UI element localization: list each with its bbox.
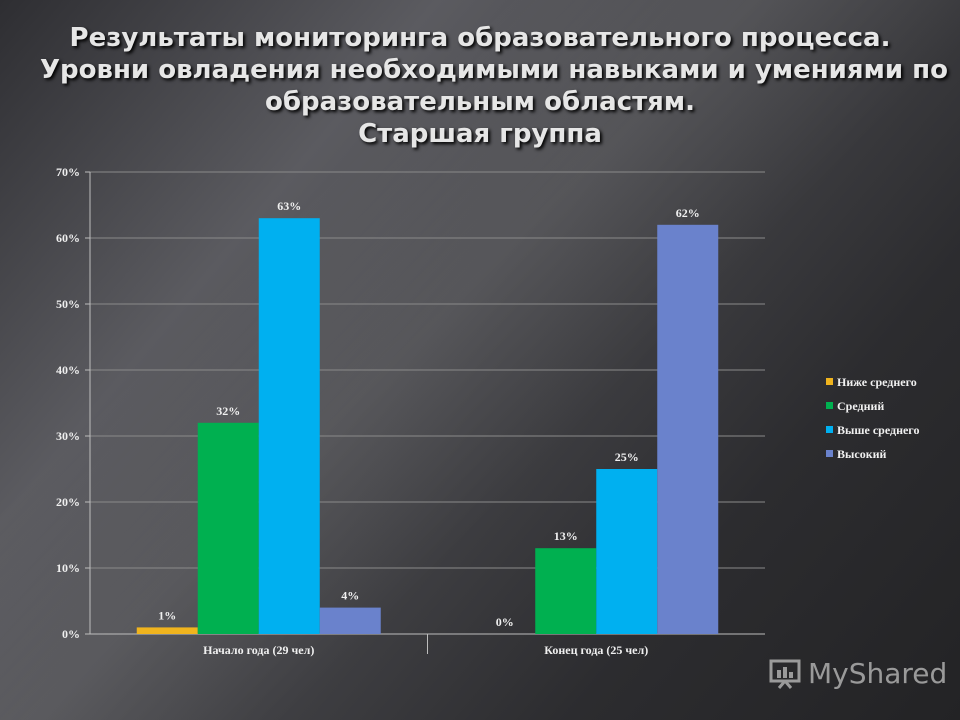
data-label: 0%: [496, 615, 514, 629]
y-tick-label: 10%: [56, 561, 80, 575]
x-tick-label: Конец года (25 чел): [544, 643, 648, 657]
title-line-2: Уровни овладения необходимыми навыками и…: [40, 55, 948, 85]
legend-swatch: [826, 426, 833, 433]
bar: [136, 627, 198, 634]
x-tick-label: Начало года (29 чел): [203, 643, 314, 657]
bar: [258, 218, 320, 634]
legend-swatch: [826, 402, 833, 409]
data-label: 32%: [216, 404, 240, 418]
y-tick-label: 30%: [56, 429, 80, 443]
y-tick-label: 40%: [56, 363, 80, 377]
data-label: 25%: [615, 450, 639, 464]
y-tick-label: 60%: [56, 231, 80, 245]
legend-entry: Ниже среднего: [837, 375, 917, 389]
slide-title: Результаты мониторинга образовательного …: [40, 22, 948, 150]
y-tick-label: 70%: [56, 165, 80, 179]
legend-swatch: [826, 450, 833, 457]
data-label: 4%: [341, 589, 359, 603]
y-tick-label: 0%: [62, 627, 80, 641]
bar: [197, 422, 259, 634]
logo-text: MyShared: [808, 656, 948, 690]
title-line-1: Результаты мониторинга образовательного …: [69, 23, 891, 53]
y-tick-label: 20%: [56, 495, 80, 509]
bar: [596, 469, 658, 634]
bar: [535, 548, 597, 634]
presentation-board-icon: [769, 659, 801, 689]
legend-entry: Средний: [837, 399, 884, 413]
data-label: 63%: [277, 199, 301, 213]
myshared-logo: MyShared: [768, 656, 947, 690]
data-label: 1%: [158, 608, 176, 622]
y-tick-label: 50%: [56, 297, 80, 311]
legend-swatch: [826, 378, 833, 385]
title-line-4: Старшая группа: [358, 119, 602, 149]
legend-entry: Высокий: [837, 447, 887, 461]
legend-entry: Выше среднего: [837, 423, 919, 437]
data-label: 13%: [554, 529, 578, 543]
title-line-3: образовательным областям.: [264, 87, 695, 117]
bar: [319, 607, 381, 634]
bar: [657, 224, 719, 635]
data-label: 62%: [676, 206, 700, 220]
